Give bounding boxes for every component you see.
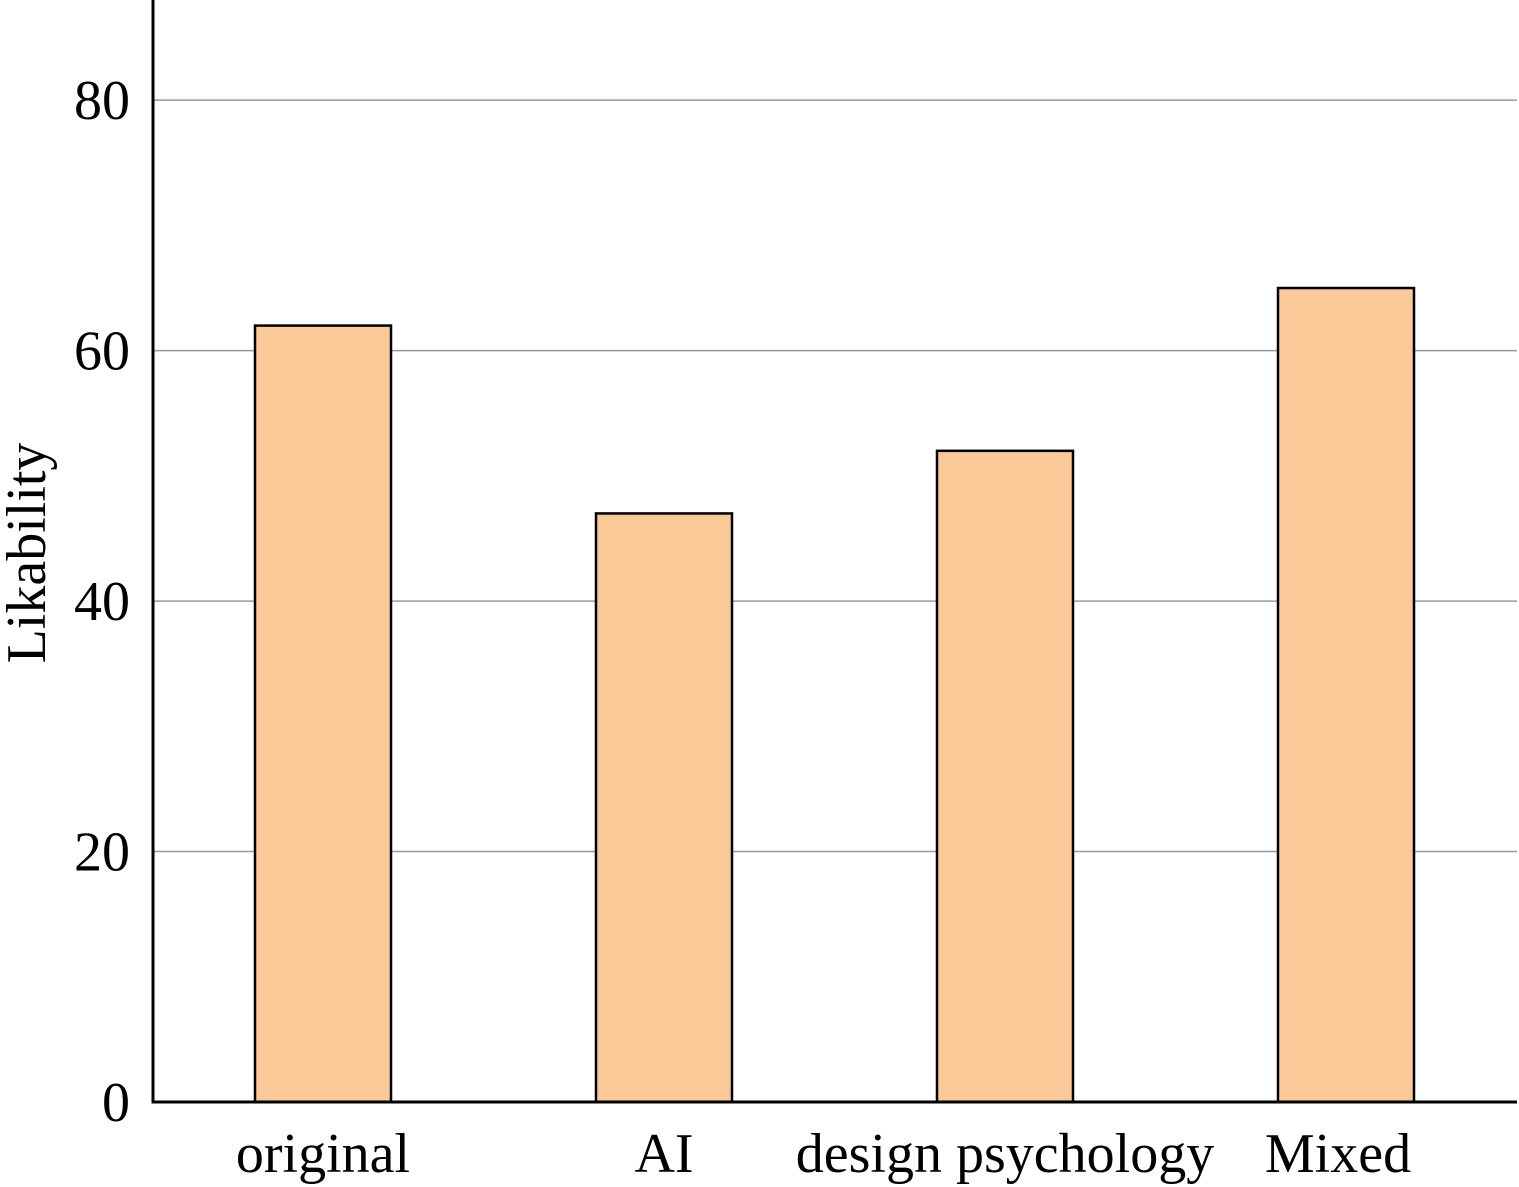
x-category-label: design psychology [796, 1123, 1214, 1185]
y-tick-label: 40 [74, 571, 130, 633]
y-tick-label: 60 [74, 321, 130, 383]
bar-ai [594, 512, 734, 1104]
x-category-label: original [236, 1123, 410, 1185]
x-category-labels: original AI design psychology Mixed [236, 1123, 1411, 1185]
bar-mixed [1276, 286, 1416, 1104]
x-category-label: Mixed [1265, 1123, 1411, 1185]
bar-original [253, 324, 393, 1104]
y-tick-label: 0 [102, 1072, 130, 1134]
y-axis-title: Likability [0, 443, 58, 664]
x-category-label: AI [634, 1123, 693, 1185]
y-tick-labels: 0 20 40 60 80 [74, 70, 130, 1134]
y-tick-label: 80 [74, 70, 130, 132]
bar-layer [253, 286, 1416, 1104]
bar-design-psychology [935, 449, 1075, 1104]
y-tick-label: 20 [74, 822, 130, 884]
axis-layer [151, 0, 1517, 1104]
